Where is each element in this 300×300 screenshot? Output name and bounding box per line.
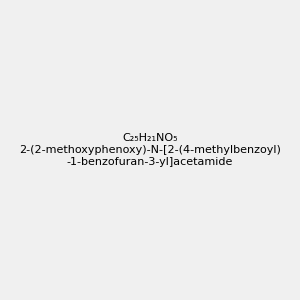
Text: C₂₅H₂₁NO₅
2-(2-methoxyphenoxy)-N-[2-(4-methylbenzoyl)
-1-benzofuran-3-yl]acetami: C₂₅H₂₁NO₅ 2-(2-methoxyphenoxy)-N-[2-(4-m… <box>19 134 281 166</box>
